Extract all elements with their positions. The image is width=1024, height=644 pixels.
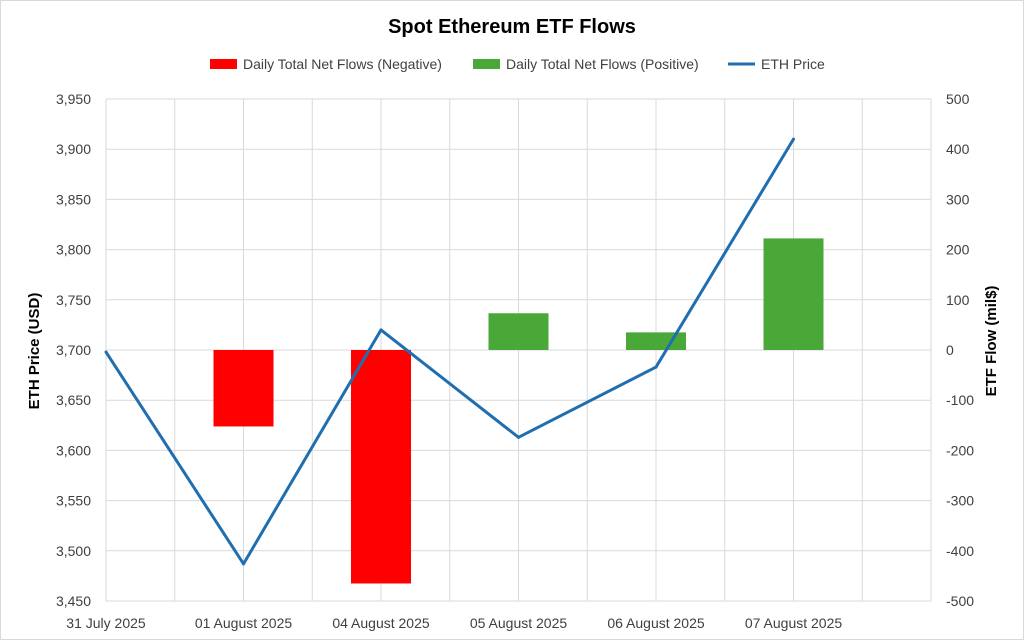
legend: Daily Total Net Flows (Negative) Daily T… [210,56,825,72]
right-tick-label: 500 [946,91,970,107]
right-tick-label: 0 [946,342,954,358]
x-category-label: 31 July 2025 [66,615,146,631]
eth-price-point [792,137,795,141]
negative-flow-bar [351,350,411,584]
right-tick-label: -500 [946,593,974,609]
eth-price-point [654,365,658,369]
eth-price-point [517,435,520,439]
x-category-label: 04 August 2025 [332,615,430,631]
eth-price-point [104,350,108,354]
left-tick-label: 3,450 [56,593,91,609]
left-tick-label: 3,600 [56,442,91,458]
x-category-label: 01 August 2025 [195,615,293,631]
right-tick-label: -300 [946,493,974,509]
eth-price-point [242,562,245,566]
legend-swatch-positive [473,59,500,69]
right-tick-label: -200 [946,442,974,458]
positive-flow-bar [763,238,824,350]
right-axis-ticks: -500 -400 -300 -200 -100 0 100 200 300 400 500 [946,91,974,609]
left-axis-ticks: 3,450 3,500 3,550 3,600 3,650 3,700 3,750 3,800… [56,91,91,609]
gridlines [105,98,932,602]
chart-title: Spot Ethereum ETF Flows [388,16,636,38]
right-tick-label: 100 [946,292,970,308]
left-tick-label: 3,500 [56,543,91,559]
price-series [104,137,795,566]
left-tick-label: 3,750 [56,292,91,308]
x-category-label: 05 August 2025 [470,615,568,631]
legend-label-price: ETH Price [761,56,825,72]
left-tick-label: 3,950 [56,91,91,107]
right-tick-label: 400 [946,141,970,157]
negative-flow-bar [213,350,274,427]
right-tick-label: 200 [946,242,970,258]
left-tick-label: 3,800 [56,242,91,258]
right-tick-label: -100 [946,392,974,408]
eth-price-line [104,138,795,566]
left-tick-label: 3,550 [56,493,91,509]
right-axis-title: ETF Flow (mil$) [983,286,1000,397]
eth-price-point [379,328,383,332]
x-category-label: 06 August 2025 [607,615,705,631]
right-tick-label: -400 [946,543,974,559]
legend-label-negative: Daily Total Net Flows (Negative) [243,56,442,72]
left-tick-label: 3,850 [56,191,91,207]
left-axis-title: ETH Price (USD) [26,293,43,410]
left-tick-label: 3,700 [56,342,91,358]
left-tick-label: 3,900 [56,141,91,157]
positive-flow-bar [626,332,686,350]
x-category-label: 07 August 2025 [745,615,843,631]
positive-flow-bar [488,313,549,350]
flow-bars [213,238,824,584]
legend-label-positive: Daily Total Net Flows (Positive) [506,56,699,72]
legend-swatch-negative [210,59,237,69]
left-tick-label: 3,650 [56,392,91,408]
x-axis-labels: 31 July 2025 01 August 2025 04 August 2025… [66,615,842,631]
right-tick-label: 300 [946,191,970,207]
